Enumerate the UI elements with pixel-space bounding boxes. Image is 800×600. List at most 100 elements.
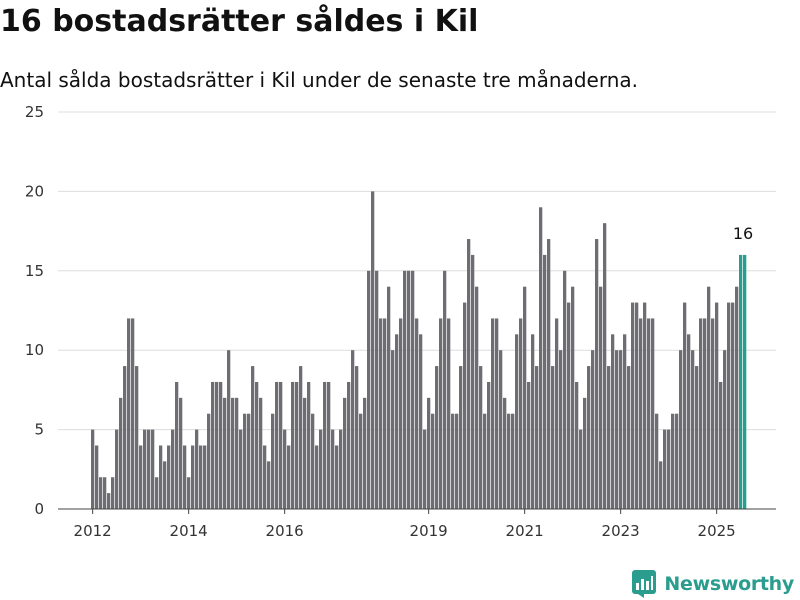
bar [155,477,159,509]
bar [339,429,343,509]
bar [95,445,99,509]
bar [167,445,171,509]
bar [151,429,155,509]
bar [527,381,531,509]
bar [591,350,595,509]
bar [707,286,711,509]
bar [631,302,635,509]
bar [455,413,459,509]
bar [583,397,587,509]
bar [291,381,295,509]
bar [247,413,251,509]
bar [203,445,207,509]
bar [687,334,691,509]
bar [611,334,615,509]
bar [375,270,379,509]
bar [647,318,651,509]
highlight-value-label: 16 [733,224,753,243]
bar [107,493,111,509]
bar [727,302,731,509]
bar [383,318,387,509]
bar [627,366,631,509]
bar [323,381,327,509]
bar [595,239,599,510]
bar [183,445,187,509]
bar [551,366,555,509]
bar [615,350,619,509]
bar [363,397,367,509]
bar [695,366,699,509]
bar [287,445,291,509]
bar [579,429,583,509]
bar [335,445,339,509]
bar [699,318,703,509]
bar [371,191,375,509]
x-tick-label: 2012 [74,522,112,540]
bar [519,318,523,509]
bar [423,429,427,509]
bar [147,429,151,509]
bar [659,461,663,509]
bar [99,477,103,509]
bar [191,445,195,509]
bar [195,429,199,509]
bar [459,366,463,509]
bar [299,366,303,509]
bar [163,461,167,509]
bar [411,270,415,509]
bar [703,318,707,509]
bar [463,302,467,509]
y-tick-label: 5 [34,421,44,439]
bar [571,286,575,509]
bar [407,270,411,509]
y-tick-label: 10 [25,341,44,359]
bar [343,397,347,509]
bar [263,445,267,509]
bar [199,445,203,509]
bar [439,318,443,509]
bar [367,270,371,509]
bar [523,286,527,509]
bar [467,239,471,510]
y-tick-label: 25 [25,103,44,121]
bar [235,397,239,509]
bar [295,381,299,509]
bar [207,413,211,509]
bar [271,413,275,509]
bar [555,318,559,509]
bar [175,381,179,509]
bar-chart: 2012 2014 2016 2019 2021 2023 2025 0510152025 … [25,103,776,540]
bar [447,318,451,509]
bar [283,429,287,509]
bar [115,429,119,509]
bar [643,302,647,509]
bar [143,429,147,509]
bar [675,413,679,509]
bar [567,302,571,509]
bar [531,334,535,509]
bar [731,302,735,509]
bar [279,381,283,509]
bar [683,302,687,509]
bar [139,445,143,509]
bar [419,334,423,509]
bar [655,413,659,509]
chart-subtitle: Antal sålda bostadsrätter i Kil under de… [0,68,639,92]
x-tick-label: 2021 [506,522,544,540]
bar [667,429,671,509]
bar [259,397,263,509]
bar [315,445,319,509]
bar [587,366,591,509]
bar [623,334,627,509]
bar [403,270,407,509]
bar [599,286,603,509]
bar [607,366,611,509]
x-tick-label: 2014 [170,522,208,540]
bar [327,381,331,509]
bar [479,366,483,509]
bar [219,381,223,509]
bar [507,413,511,509]
bar [603,223,607,509]
bar [483,413,487,509]
y-tick-label: 0 [34,500,44,518]
